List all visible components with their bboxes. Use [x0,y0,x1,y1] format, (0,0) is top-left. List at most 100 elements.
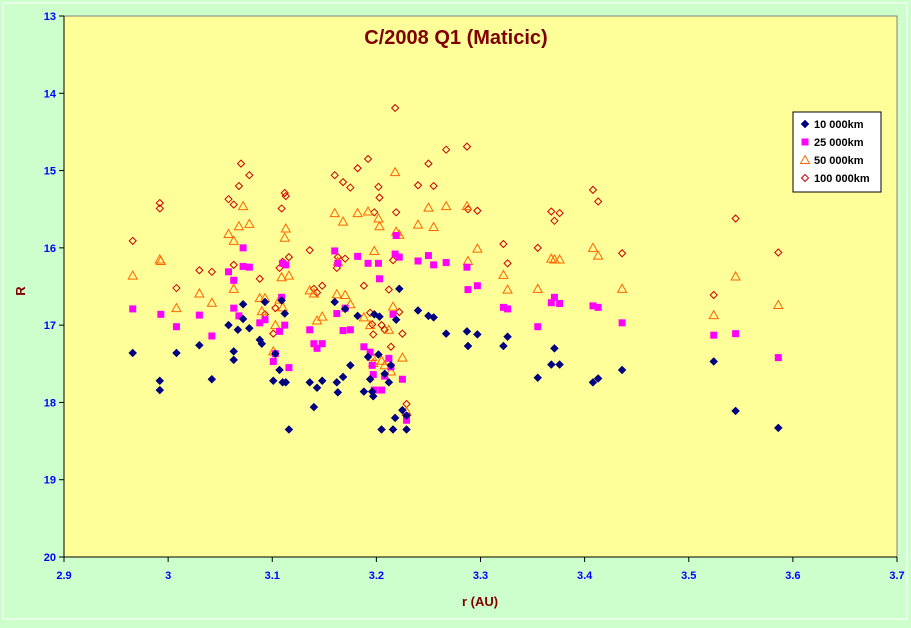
data-point [353,164,362,173]
data-point [412,219,424,229]
data-point [360,343,368,351]
data-point [271,303,280,313]
data-point [155,376,165,386]
data-point [472,243,483,253]
data-point [238,299,248,309]
data-point [547,207,556,216]
legend-marker [800,173,810,183]
data-point [375,275,383,283]
data-point [339,327,347,335]
data-point [271,349,280,359]
data-point [461,200,473,211]
data-point [269,329,278,338]
data-point [588,185,598,195]
legend-label: 25 000km [814,137,864,149]
data-point [310,340,318,348]
data-point [385,354,393,362]
data-point [375,312,384,321]
data-point [260,297,270,307]
data-point [708,309,720,320]
data-point [195,266,204,275]
data-point [195,340,204,350]
data-point [333,310,341,318]
data-point [429,313,438,322]
data-point [440,200,452,211]
x-tick-label: 3.3 [473,570,488,582]
data-point [233,325,243,335]
y-tick-label: 15 [44,166,56,178]
data-point [368,320,377,329]
data-point [340,304,350,314]
data-point [363,352,373,362]
data-point [340,254,350,263]
data-point [282,261,290,269]
data-point [473,282,481,290]
data-point [365,374,375,384]
data-point [229,260,238,270]
data-point [280,223,292,233]
data-point [398,329,407,338]
data-point [554,253,565,264]
data-point [276,271,287,282]
data-point [309,402,319,412]
data-point [257,339,267,349]
data-point [269,357,277,365]
data-point [402,425,411,434]
data-point [378,386,386,394]
data-point [592,250,604,260]
data-point [616,283,628,293]
data-point [498,269,509,279]
data-point [709,357,719,366]
data-point [157,310,165,318]
x-tick-label: 3.1 [265,570,280,582]
data-point [430,261,438,269]
data-point [387,301,399,311]
data-point [346,183,355,192]
data-point [308,287,320,298]
data-point [129,305,137,313]
data-point [532,283,544,293]
data-point [172,323,180,331]
data-point [331,288,343,299]
legend-marker [799,154,811,164]
data-point [731,214,740,223]
data-point [223,228,234,238]
data-point [473,206,482,215]
data-point [395,253,403,261]
data-point [617,249,627,258]
data-point [464,286,472,294]
data-point [195,311,203,319]
data-point [366,348,374,356]
x-tick-label: 3.6 [785,570,800,582]
y-tick-label: 14 [44,88,57,100]
data-point [280,188,289,198]
data-point [547,299,555,307]
data-point [413,181,423,190]
data-point [386,360,396,370]
y-tick-label: 16 [44,243,56,255]
data-point [305,245,314,255]
data-point [593,374,603,383]
x-tick-label: 3.4 [577,570,593,582]
data-point [533,373,543,383]
data-point [155,198,165,208]
chart-border [2,2,908,620]
data-point [229,355,239,365]
data-point [589,302,597,310]
data-point [394,284,404,294]
data-point [502,284,513,294]
data-point [279,232,291,242]
data-point [270,319,281,330]
data-point [128,348,138,358]
data-point [369,330,378,339]
data-point [441,329,451,338]
data-point [334,259,342,267]
data-point [442,259,450,267]
data-point [230,304,238,312]
data-point [277,204,286,213]
data-point [555,360,564,369]
data-point [235,312,243,320]
data-point [618,319,626,327]
